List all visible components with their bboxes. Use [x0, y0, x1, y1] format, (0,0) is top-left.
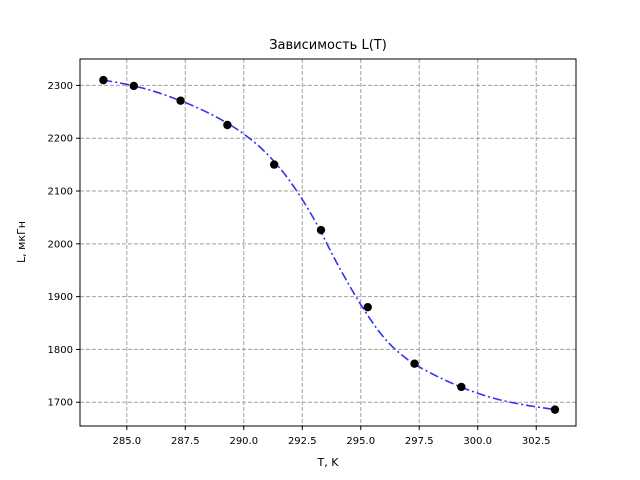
- y-tick-label: 2300: [48, 81, 73, 92]
- x-tick-label: 285.0: [112, 436, 141, 447]
- x-tick-label: 297.5: [405, 436, 434, 447]
- data-point: [410, 359, 419, 368]
- data-point: [316, 225, 326, 235]
- data-points: [99, 75, 560, 414]
- data-point: [269, 160, 279, 169]
- data-point: [99, 75, 108, 85]
- x-tick-label: 287.5: [171, 436, 200, 447]
- x-axis-label: T, K: [317, 456, 340, 469]
- data-point: [176, 96, 185, 105]
- y-tick-label: 2000: [48, 239, 73, 250]
- y-tick-label: 1800: [48, 345, 73, 356]
- data-point: [129, 81, 139, 91]
- axes-frame: [79, 58, 577, 427]
- x-tick-label: 300.0: [463, 436, 492, 447]
- y-tick-label: 1900: [48, 292, 73, 303]
- data-point: [457, 382, 466, 392]
- data-point: [223, 120, 232, 130]
- fit-curve-line: [103, 79, 556, 411]
- y-axis-label: L, мкГн: [15, 221, 28, 263]
- x-tick-label: 292.5: [288, 436, 317, 447]
- x-tick-label: 290.0: [229, 436, 258, 447]
- x-axis-ticks: 285.0 287.5 290.0 292.5 295.0 297.5 300.0 302.5: [112, 426, 551, 447]
- chart-title: Зависимость L(T): [269, 38, 387, 53]
- fit-curve-layer: [103, 79, 556, 411]
- grid: [80, 59, 576, 426]
- y-axis-ticks: 1700 1800 1900 2000 2100 2200 2300: [48, 81, 80, 409]
- y-tick-label: 2100: [48, 187, 73, 198]
- data-point: [550, 405, 560, 414]
- x-tick-label: 295.0: [346, 436, 375, 447]
- y-tick-label: 1700: [48, 398, 73, 409]
- data-point: [363, 302, 372, 312]
- x-tick-label: 302.5: [522, 436, 551, 447]
- y-tick-label: 2200: [48, 134, 73, 145]
